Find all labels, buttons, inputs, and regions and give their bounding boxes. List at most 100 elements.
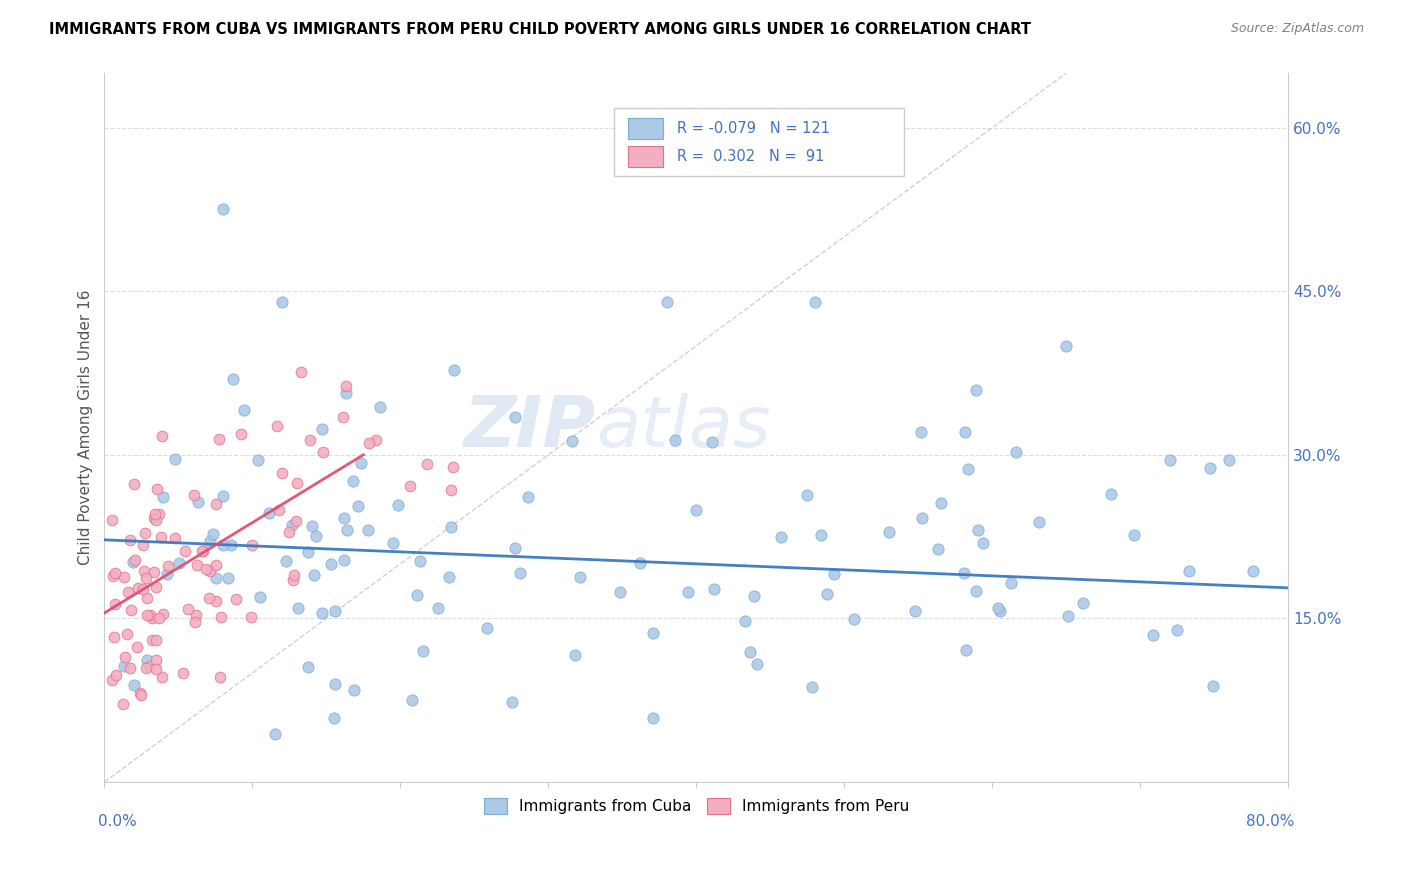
Point <box>387 498 409 512</box>
Point <box>127 581 149 595</box>
Point <box>516 490 538 504</box>
Point <box>149 530 172 544</box>
Point <box>115 627 138 641</box>
Point <box>283 568 305 582</box>
Point <box>911 511 934 525</box>
Point <box>184 615 207 629</box>
Point <box>987 601 1010 615</box>
Point <box>208 433 231 447</box>
Point <box>290 366 312 380</box>
Point <box>246 453 269 467</box>
Point <box>176 601 198 615</box>
Point <box>269 503 291 517</box>
Point <box>359 436 381 450</box>
Point <box>167 556 190 570</box>
FancyBboxPatch shape <box>627 146 664 168</box>
Point <box>323 604 346 618</box>
Point <box>145 513 167 527</box>
Point <box>134 564 156 578</box>
Point <box>145 633 167 648</box>
Point <box>205 497 228 511</box>
Point <box>801 680 824 694</box>
Point <box>323 677 346 691</box>
Point <box>335 386 357 401</box>
Point <box>131 688 153 702</box>
Point <box>217 571 239 585</box>
Point <box>336 523 359 537</box>
Point <box>955 643 977 657</box>
Point <box>569 569 592 583</box>
Point <box>655 295 678 310</box>
Point <box>368 400 391 414</box>
Point <box>311 606 333 620</box>
Point <box>120 603 142 617</box>
Point <box>399 479 422 493</box>
Point <box>503 541 526 555</box>
Point <box>231 427 253 442</box>
Point <box>139 608 162 623</box>
Point <box>877 524 900 539</box>
Point <box>1005 444 1028 458</box>
Point <box>183 488 205 502</box>
Text: R = -0.079   N = 121: R = -0.079 N = 121 <box>678 120 831 136</box>
Point <box>145 580 167 594</box>
Point <box>200 564 222 578</box>
Point <box>319 557 342 571</box>
Text: R =  0.302   N =  91: R = 0.302 N = 91 <box>678 149 825 164</box>
Point <box>437 570 460 584</box>
Text: 0.0%: 0.0% <box>98 814 138 829</box>
Point <box>965 384 987 398</box>
Point <box>335 379 357 393</box>
Point <box>186 558 208 572</box>
Point <box>136 608 159 623</box>
Point <box>204 594 226 608</box>
Point <box>1142 628 1164 642</box>
Point <box>104 566 127 581</box>
Y-axis label: Child Poverty Among Girls Under 16: Child Poverty Among Girls Under 16 <box>79 290 93 566</box>
Point <box>700 434 723 449</box>
Point <box>441 460 464 475</box>
Point <box>972 536 994 550</box>
Point <box>150 670 173 684</box>
Point <box>1241 565 1264 579</box>
Point <box>143 511 166 525</box>
Point <box>333 511 356 525</box>
Point <box>146 482 169 496</box>
Point <box>796 488 818 502</box>
Point <box>148 507 170 521</box>
Point <box>311 422 333 436</box>
Point <box>440 520 463 534</box>
Point <box>382 536 405 550</box>
Point <box>738 645 761 659</box>
Point <box>135 661 157 675</box>
Point <box>150 429 173 443</box>
Point <box>287 601 309 615</box>
Point <box>135 653 157 667</box>
Point <box>285 514 308 528</box>
Point <box>332 410 354 425</box>
Point <box>350 456 373 470</box>
Point <box>685 503 707 517</box>
Point <box>564 648 586 663</box>
Point <box>364 433 387 447</box>
Point <box>301 518 323 533</box>
Point <box>561 434 583 449</box>
Point <box>742 590 765 604</box>
Point <box>163 452 186 467</box>
Point <box>125 640 148 654</box>
Point <box>208 669 231 683</box>
Point <box>135 571 157 585</box>
Point <box>143 508 166 522</box>
Point <box>333 553 356 567</box>
Point <box>302 568 325 582</box>
Point <box>145 653 167 667</box>
Point <box>443 363 465 377</box>
Point <box>823 566 845 581</box>
Point <box>953 566 976 580</box>
Point <box>1159 453 1181 467</box>
Point <box>211 489 233 503</box>
Point <box>904 604 927 618</box>
Point <box>209 610 232 624</box>
Point <box>118 661 141 675</box>
Point <box>204 558 226 572</box>
